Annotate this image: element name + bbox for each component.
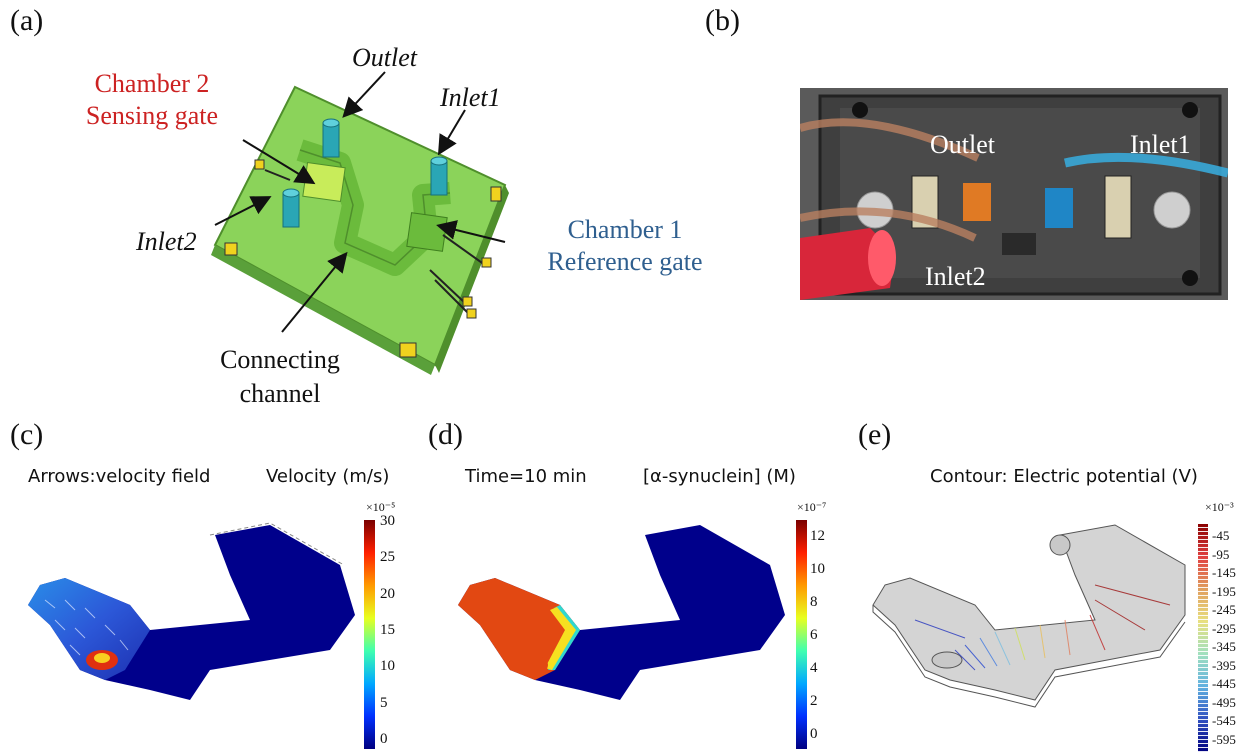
- tick: 2: [810, 693, 818, 709]
- tick: 30: [380, 513, 395, 529]
- panel-e-exponent: ×10⁻³: [1205, 500, 1234, 514]
- tick: -395: [1212, 657, 1236, 673]
- photo-inlet1-label: Inlet1: [1130, 130, 1191, 159]
- panel-c-label: (c): [10, 418, 44, 451]
- tick: -145: [1212, 565, 1236, 581]
- tick: -445: [1212, 676, 1236, 692]
- panel-d-colorbar: [796, 520, 807, 749]
- chamber2-line2: Sensing gate: [85, 101, 219, 130]
- panel-e-ticks: -45 -95 -145 -195 -245 -295 -345 -395 -4…: [1212, 528, 1236, 748]
- panel-c-colorbar: [364, 520, 375, 749]
- chamber1-line2: Reference gate: [547, 247, 703, 276]
- panel-e-colorbar: [1198, 524, 1208, 752]
- tick: 4: [810, 660, 818, 676]
- tick: 6: [810, 627, 818, 643]
- potential-contour-plot: [872, 524, 1186, 708]
- device-photo: [800, 88, 1228, 300]
- panel-d-ticks: 12 10 8 6 4 2 0: [810, 528, 825, 743]
- tick: 8: [810, 594, 818, 610]
- photo-outlet-label: Outlet: [930, 130, 995, 159]
- tick: 0: [380, 730, 388, 747]
- tick: 10: [380, 658, 395, 675]
- chip-3d-schematic: [211, 85, 509, 375]
- chamber2-line1: Chamber 2: [94, 69, 210, 98]
- tick: 10: [810, 561, 825, 577]
- panel-b-label: (b): [705, 4, 740, 37]
- panel-a-inlet2-label: Inlet2: [136, 227, 197, 256]
- panel-c-title-left: Arrows:velocity field: [28, 466, 211, 487]
- tick: -245: [1212, 602, 1236, 618]
- chamber1-line1: Chamber 1: [567, 215, 683, 244]
- tick: -295: [1212, 620, 1236, 636]
- chamber1-label: Chamber 1 Reference gate: [510, 214, 740, 278]
- panel-e-title: Contour: Electric potential (V): [930, 466, 1198, 487]
- panel-c-title-right: Velocity (m/s): [266, 466, 390, 487]
- panel-d-exponent: ×10⁻⁷: [797, 500, 827, 514]
- tick: 20: [380, 585, 395, 602]
- tick: -595: [1212, 731, 1236, 747]
- panel-a-outlet-label: Outlet: [352, 43, 417, 72]
- tick: -545: [1212, 713, 1236, 729]
- panel-a-inlet1-label: Inlet1: [440, 83, 501, 112]
- tick: 0: [810, 726, 818, 742]
- velocity-field-plot: [28, 522, 355, 700]
- panel-d-label: (d): [428, 418, 463, 451]
- photo-inlet2-label: Inlet2: [925, 262, 986, 291]
- panel-a-label: (a): [10, 4, 44, 37]
- tick: -495: [1212, 694, 1236, 710]
- tick: -95: [1212, 546, 1230, 562]
- tick: -45: [1212, 528, 1230, 543]
- panel-c-ticks: 30 25 20 15 10 5 0: [380, 513, 395, 748]
- panel-d-title-right: [α-synuclein] (M): [643, 466, 796, 487]
- tick: 25: [380, 549, 395, 566]
- panel-e-label: (e): [858, 418, 892, 451]
- channel-label: Connecting channel: [190, 343, 370, 411]
- concentration-plot: [458, 525, 785, 700]
- chamber2-label: Chamber 2 Sensing gate: [62, 68, 242, 132]
- tick: 5: [380, 694, 388, 711]
- tick: -345: [1212, 639, 1236, 655]
- tick: 12: [810, 528, 825, 544]
- panel-c-exponent: ×10⁻⁵: [366, 500, 396, 514]
- channel-line1: Connecting: [220, 345, 340, 374]
- channel-line2: channel: [239, 379, 321, 408]
- tick: -195: [1212, 583, 1236, 599]
- tick: 15: [380, 621, 395, 638]
- panel-a-arrows: [214, 71, 506, 333]
- panel-d-title-left: Time=10 min: [465, 466, 587, 487]
